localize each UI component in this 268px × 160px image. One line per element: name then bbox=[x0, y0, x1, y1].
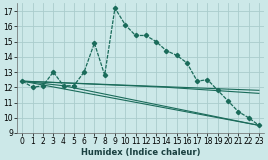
X-axis label: Humidex (Indice chaleur): Humidex (Indice chaleur) bbox=[81, 148, 200, 156]
